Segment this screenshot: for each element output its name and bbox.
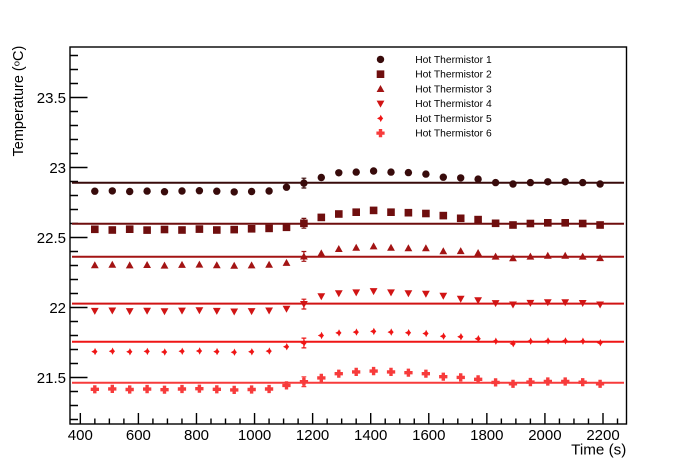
svg-text:23: 23 (49, 160, 66, 177)
svg-text:2200: 2200 (586, 427, 619, 444)
svg-text:Hot Thermistor 3: Hot Thermistor 3 (415, 84, 492, 95)
svg-text:1800: 1800 (470, 427, 503, 444)
svg-text:Time (s): Time (s) (571, 441, 626, 458)
svg-text:Hot Thermistor 2: Hot Thermistor 2 (415, 70, 492, 81)
svg-text:1600: 1600 (412, 427, 445, 444)
svg-text:22: 22 (49, 300, 66, 317)
svg-text:1400: 1400 (354, 427, 387, 444)
svg-text:2000: 2000 (528, 427, 561, 444)
svg-text:Hot Thermistor 5: Hot Thermistor 5 (415, 114, 492, 125)
svg-text:21.5: 21.5 (37, 370, 66, 387)
svg-text:22.5: 22.5 (37, 230, 66, 247)
svg-text:1200: 1200 (296, 427, 329, 444)
svg-text:1000: 1000 (238, 427, 271, 444)
svg-text:400: 400 (68, 427, 93, 444)
svg-text:800: 800 (184, 427, 209, 444)
svg-text:Hot Thermistor 6: Hot Thermistor 6 (415, 129, 492, 140)
svg-text:Hot Thermistor 1: Hot Thermistor 1 (415, 55, 492, 66)
svg-text:23.5: 23.5 (37, 90, 66, 107)
svg-text:Temperature (oC): Temperature (oC) (11, 46, 27, 157)
svg-text:Hot Thermistor 4: Hot Thermistor 4 (415, 99, 492, 110)
svg-text:600: 600 (126, 427, 151, 444)
